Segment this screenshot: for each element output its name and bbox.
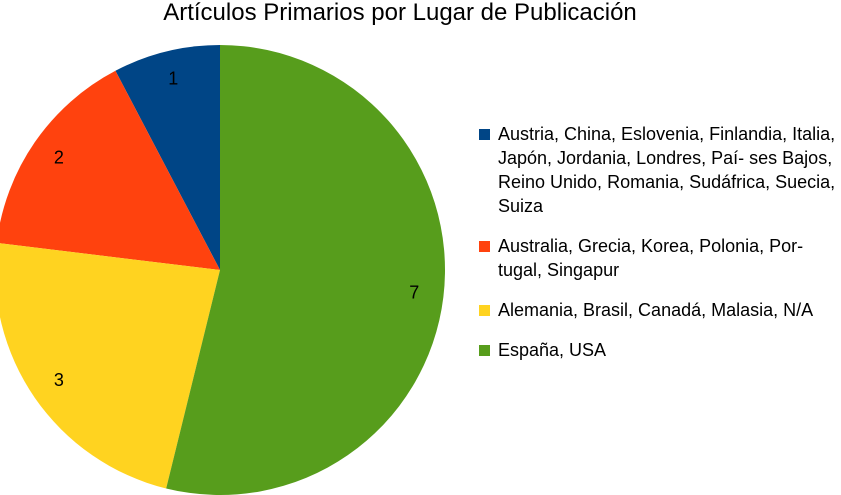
pie-slice-1: [115, 45, 220, 270]
pie-slice-4: [166, 45, 445, 495]
legend-item: España, USA: [479, 338, 839, 362]
legend-swatch: [479, 305, 490, 316]
legend-label: España, USA: [498, 340, 607, 360]
pie-slice-3: [0, 243, 220, 489]
legend-item: Australia, Grecia, Korea, Polonia, Por- …: [479, 234, 839, 282]
legend-item: Austria, China, Eslovenia, Finlandia, It…: [479, 122, 839, 218]
legend-item: Alemania, Brasil, Canadá, Malasia, N/A: [479, 298, 839, 322]
legend-label: Austria, China, Eslovenia, Finlandia, It…: [498, 124, 836, 216]
legend-label: Australia, Grecia, Korea, Polonia, Por- …: [498, 236, 804, 280]
legend-swatch: [479, 345, 490, 356]
legend-swatch: [479, 129, 490, 140]
legend: Austria, China, Eslovenia, Finlandia, It…: [479, 122, 839, 378]
legend-label: Alemania, Brasil, Canadá, Malasia, N/A: [498, 300, 814, 320]
chart-title: Artículos Primarios por Lugar de Publica…: [163, 0, 637, 26]
slice-value-label: 7: [409, 282, 419, 302]
legend-swatch: [479, 241, 490, 252]
slice-value-label: 1: [168, 69, 178, 89]
pie-slice-2: [0, 70, 220, 270]
slice-value-label: 3: [54, 370, 64, 390]
slice-value-label: 2: [54, 148, 64, 168]
